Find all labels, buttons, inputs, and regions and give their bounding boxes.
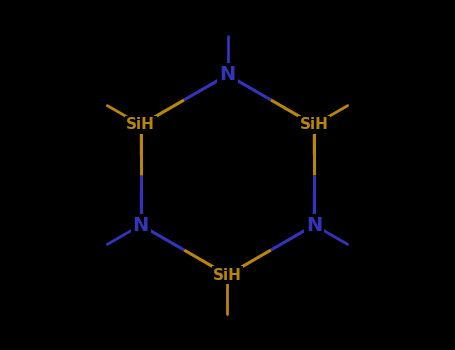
- Text: SiH: SiH: [126, 118, 155, 132]
- Text: N: N: [133, 216, 149, 234]
- Text: N: N: [306, 216, 322, 234]
- Text: SiH: SiH: [300, 118, 329, 132]
- Text: N: N: [219, 65, 236, 84]
- Text: SiH: SiH: [213, 268, 242, 282]
